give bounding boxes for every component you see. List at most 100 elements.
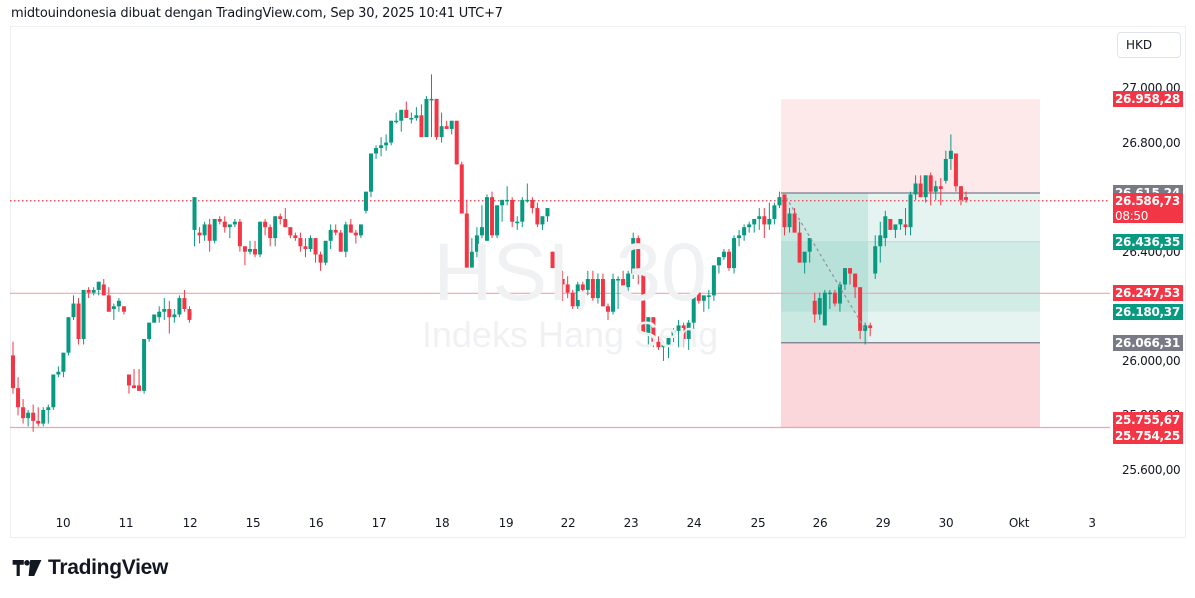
price-label: 26.180,37 <box>1113 303 1183 320</box>
candle-body <box>258 221 263 255</box>
candle-body <box>394 120 399 123</box>
candle-body <box>590 279 595 299</box>
chart-plot-area[interactable]: HSI, 30 Indeks Hang Seng <box>10 26 1110 510</box>
candle-body <box>656 341 661 348</box>
candle-body <box>303 246 308 249</box>
candle-body <box>26 412 31 419</box>
candle-body <box>565 284 570 293</box>
candle-body <box>848 268 853 274</box>
candle-body <box>837 284 842 304</box>
price-tick: 26.000,00 <box>1122 353 1181 368</box>
time-tick: 19 <box>498 516 514 530</box>
candle-body <box>873 246 878 274</box>
candle-body <box>16 388 21 408</box>
candle-body <box>484 197 489 241</box>
candle-body <box>268 227 273 239</box>
candle-body <box>132 385 137 389</box>
candle-body <box>666 336 671 345</box>
candle-body <box>732 238 737 269</box>
candle-body <box>621 279 626 288</box>
candle-body <box>283 218 288 228</box>
currency-button[interactable]: HKD <box>1117 32 1181 58</box>
candle-body <box>711 265 716 296</box>
candle-body <box>232 221 237 225</box>
candle-body <box>363 191 368 211</box>
candle-body <box>701 295 706 301</box>
candle-body <box>56 371 61 375</box>
candle-body <box>898 218 903 225</box>
candle-body <box>686 322 691 340</box>
candle-body <box>197 232 202 236</box>
candle-body <box>313 238 318 255</box>
candle-body <box>147 322 152 340</box>
candle-body <box>212 218 217 241</box>
candle-body <box>490 197 495 236</box>
candle-body <box>938 186 943 189</box>
candle-body <box>631 238 636 274</box>
candle-body <box>116 300 121 307</box>
candle-body <box>384 142 389 146</box>
candle-body <box>525 199 530 202</box>
candle-body <box>278 216 283 219</box>
candle-body <box>263 221 268 228</box>
candle-body <box>676 325 681 331</box>
candle-body <box>167 309 172 318</box>
candle-body <box>152 314 157 323</box>
candle-body <box>369 153 374 192</box>
candle-body <box>510 199 515 222</box>
tradingview-logo[interactable]: TradingView <box>12 556 168 580</box>
candle-body <box>439 126 444 138</box>
candle-body <box>459 164 464 214</box>
time-tick: 23 <box>623 516 639 530</box>
candle-body <box>479 227 484 236</box>
candle-body <box>192 197 197 230</box>
price-tick: 25.600,00 <box>1122 463 1181 477</box>
candle-body <box>333 229 338 233</box>
candle-body <box>535 208 540 225</box>
candle-body <box>91 289 96 293</box>
candle-body <box>696 292 701 301</box>
candle-body <box>802 251 807 263</box>
time-tick: 26 <box>812 516 828 530</box>
candle-body <box>752 218 757 225</box>
candle-body <box>374 148 379 154</box>
time-tick: 22 <box>560 516 576 530</box>
candle-body <box>827 292 832 295</box>
candle-body <box>298 238 303 247</box>
candle-body <box>575 284 580 307</box>
candle-body <box>343 224 348 252</box>
candle-body <box>661 344 666 348</box>
candle-body <box>863 325 868 331</box>
candle-body <box>691 292 696 323</box>
time-tick: 15 <box>245 516 261 530</box>
candle-body <box>172 314 177 318</box>
candle-body <box>893 224 898 230</box>
candle-body <box>253 248 258 255</box>
candle-body <box>918 183 923 198</box>
candle-body <box>202 224 207 236</box>
price-axis[interactable]: 27.000,0026.800,0026.400,0026.000,0025.8… <box>1110 26 1186 538</box>
candle-body <box>222 221 227 228</box>
candle-body <box>928 175 933 192</box>
candle-body <box>96 281 101 290</box>
time-tick: 30 <box>938 516 954 530</box>
time-tick: 18 <box>434 516 450 530</box>
candle-body <box>520 199 525 222</box>
candle-body <box>379 145 384 149</box>
candle-body <box>636 238 641 274</box>
candle-body <box>469 251 474 269</box>
brand-name: TradingView <box>48 556 169 579</box>
candle-body <box>288 227 293 236</box>
candle-body <box>832 292 837 304</box>
candle-body <box>389 120 394 143</box>
candle-body <box>71 303 76 318</box>
candle-body <box>772 205 777 219</box>
stop-zone-upper <box>781 99 1040 193</box>
candle-body <box>646 317 651 334</box>
candle-body <box>126 374 131 386</box>
time-tick: 17 <box>371 516 387 530</box>
candle-body <box>948 150 953 159</box>
candle-body <box>505 199 510 202</box>
candle-body <box>822 292 827 326</box>
candle-body <box>61 352 66 372</box>
